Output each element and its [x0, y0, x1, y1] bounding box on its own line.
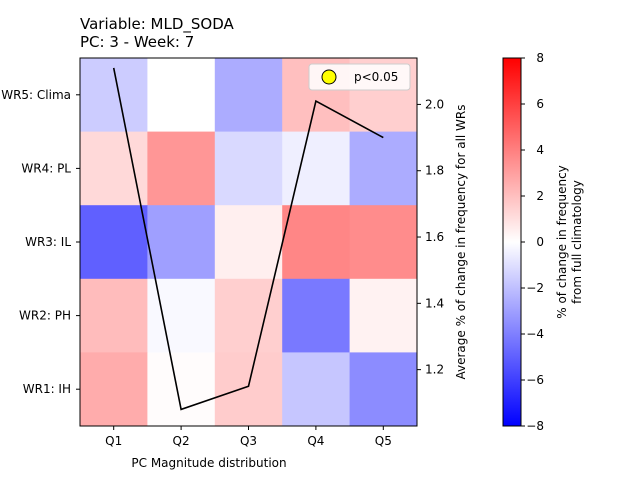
heatmap-cell [147, 58, 216, 133]
heatmap-cell [80, 131, 148, 206]
heatmap-cell [214, 352, 283, 427]
colorbar: 8 6 4 2 0 −2 −4 −6 −8 % of change in frequency f… [502, 51, 584, 433]
colorbar-tick-label: 6 [536, 97, 544, 111]
heatmap-cell [282, 278, 351, 353]
colorbar-tick-label: −4 [526, 327, 544, 341]
colorbar-tick-label: 0 [536, 235, 544, 249]
heatmap-cell [349, 352, 418, 427]
heatmap-cell [349, 131, 418, 206]
heatmap-cell [147, 352, 216, 427]
heatmap-cell [80, 278, 148, 353]
average-change-line [112, 67, 384, 411]
heatmap-cell [282, 205, 351, 280]
x-tick-label: Q2 [173, 434, 190, 448]
x-tick-label: Q3 [240, 434, 257, 448]
heatmap-cell [282, 131, 351, 206]
heatmap-cell [214, 131, 283, 206]
colorbar-label-line-1: % of change in frequency [555, 165, 569, 319]
heatmap-cell [214, 58, 283, 133]
colorbar-label-line-2: from full climatology [570, 180, 584, 304]
y-tick-label: WR4: PL [21, 161, 71, 175]
right-y-tick-label: 2.0 [425, 97, 444, 111]
heatmap-cell [214, 205, 283, 280]
heatmap-cell [147, 205, 216, 280]
colorbar-tick-label: 4 [536, 143, 544, 157]
heatmap-cell [349, 278, 418, 353]
colorbar-ticks: 8 6 4 2 0 −2 −4 −6 −8 [521, 51, 544, 433]
x-axis-label: PC Magnitude distribution [131, 456, 286, 470]
heatmap-cell [80, 205, 148, 280]
chart-title-line-1: Variable: MLD_SODA [80, 15, 234, 33]
y-tick-label: WR3: IL [25, 235, 71, 249]
y-tick-label: WR1: IH [23, 382, 71, 396]
colorbar-tick-label: 8 [536, 51, 544, 65]
y-axis-left: WR5: Clima WR4: PL WR3: IL WR2: PH WR1: IH [1, 88, 80, 396]
heatmap-cells [80, 58, 418, 427]
x-tick-label: Q4 [307, 434, 324, 448]
colorbar-tick-label: 2 [536, 189, 544, 203]
legend-marker-icon [321, 69, 337, 85]
chart-title-line-2: PC: 3 - Week: 7 [80, 33, 195, 51]
x-tick-label: Q5 [375, 434, 392, 448]
y-tick-label: WR5: Clima [1, 88, 71, 102]
colorbar-tick-label: −6 [526, 373, 544, 387]
trend-line-layer [112, 67, 384, 411]
colorbar-tick-label: −8 [526, 419, 544, 433]
y-axis-right: 2.0 1.8 1.6 1.4 1.2 [417, 97, 444, 377]
right-y-tick-label: 1.2 [425, 363, 444, 377]
x-axis: Q1 Q2 Q3 Q4 Q5 [105, 426, 392, 448]
colorbar-tick-label: −2 [526, 281, 544, 295]
colorbar-gradient [502, 57, 522, 427]
heatmap-cell [80, 352, 148, 427]
right-y-axis-label: Average % of change in frequency for all… [454, 104, 468, 379]
legend-box [308, 63, 411, 91]
legend: p<0.05 [308, 63, 411, 91]
y-tick-label: WR2: PH [19, 309, 71, 323]
right-y-tick-label: 1.8 [425, 164, 444, 178]
right-y-tick-label: 1.4 [425, 296, 444, 310]
x-tick-label: Q1 [105, 434, 122, 448]
heatmap-cell [349, 205, 418, 280]
legend-label: p<0.05 [354, 70, 398, 84]
heatmap-cell [282, 352, 351, 427]
right-y-tick-label: 1.6 [425, 230, 444, 244]
heatmap-cell [214, 278, 283, 353]
heatmap-cell [147, 278, 216, 353]
heatmap-cell [147, 131, 216, 206]
